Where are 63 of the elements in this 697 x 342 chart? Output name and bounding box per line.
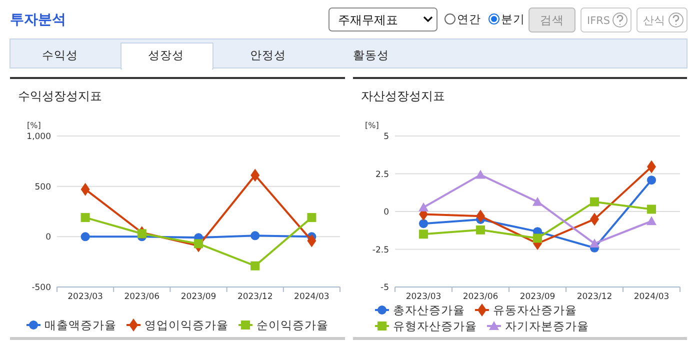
legend-label: 영업이익증가율: [144, 318, 228, 332]
x-tick-label: 2023/09: [520, 292, 556, 302]
point: [590, 197, 599, 206]
y-tick-label: -2.5: [372, 245, 389, 256]
x-tick-label: 2023/06: [462, 292, 498, 302]
text: 안정성: [250, 48, 286, 62]
text: 검색: [540, 13, 564, 27]
x-tick-label: 2023/03: [68, 292, 103, 302]
x-tick-label: 2023/12: [576, 292, 612, 302]
point: [250, 168, 260, 182]
y-tick-label: 0: [384, 208, 389, 218]
y-axis-title: [%]: [27, 121, 41, 130]
text: 연간: [457, 12, 481, 26]
legend-label: 자기자본증가율: [505, 319, 589, 333]
text: 투자분석: [10, 12, 66, 28]
legend-label: 유동자산증가율: [493, 303, 577, 317]
point: [250, 261, 260, 270]
text: 수익성: [42, 48, 78, 62]
point: [418, 202, 428, 212]
chart-title: 자산성장성지표: [361, 89, 445, 103]
point: [194, 239, 203, 248]
point: [80, 232, 90, 242]
point: [476, 170, 486, 179]
text: 활동성: [353, 48, 389, 62]
point: [647, 204, 656, 214]
point: [137, 229, 146, 238]
legend-label: 매출액증가율: [44, 318, 116, 332]
text: 주재무제표: [338, 13, 398, 27]
x-tick-label: 2023/09: [180, 292, 216, 302]
point: [476, 225, 485, 234]
text: 분기: [501, 12, 525, 26]
y-tick-label: 500: [34, 182, 51, 192]
y-tick-label: -5: [380, 283, 389, 293]
y-tick-label: 5: [384, 132, 389, 142]
legend-label: 총자산증가율: [393, 303, 465, 317]
text: IFRS: [587, 15, 610, 27]
text: 산식: [643, 14, 665, 27]
y-tick-label: 0: [46, 232, 51, 243]
point: [419, 230, 428, 239]
x-tick-label: 2023/12: [237, 292, 273, 302]
legend-label: 유형자산증가율: [393, 319, 477, 333]
point: [80, 213, 90, 222]
x-tick-label: 2023/03: [406, 292, 442, 302]
point: [307, 213, 316, 222]
point: [646, 216, 656, 226]
x-tick-label: 2024/03: [294, 292, 330, 302]
y-tick-label: 2.5: [375, 170, 389, 180]
point: [533, 234, 542, 243]
point: [250, 231, 260, 240]
point: [532, 196, 542, 206]
point: [307, 234, 316, 248]
point: [647, 176, 656, 185]
x-tick-label: 2024/03: [634, 292, 670, 302]
y-axis-title: [%]: [365, 121, 379, 130]
point: [590, 238, 600, 248]
chart-title: 수익성장성지표: [18, 89, 102, 103]
text: 성장성: [148, 48, 184, 62]
y-tick-label: -500: [32, 283, 51, 293]
point: [80, 182, 90, 196]
y-tick-label: 1,000: [26, 132, 51, 142]
legend-label: 순이익증가율: [256, 318, 328, 332]
x-tick-label: 2023/06: [124, 292, 160, 302]
point: [419, 219, 428, 228]
